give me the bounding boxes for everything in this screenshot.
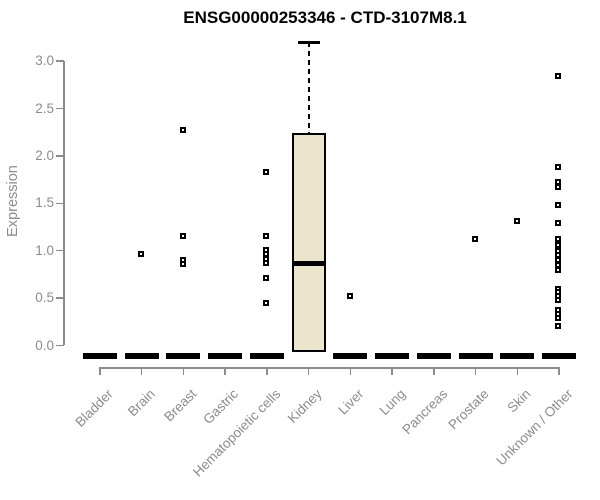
x-category-label: Pancreas	[399, 386, 451, 438]
collapsed-box	[208, 353, 243, 359]
outlier-point	[555, 220, 562, 227]
y-tick-mark	[56, 202, 64, 205]
outlier-point	[179, 232, 186, 239]
collapsed-box	[500, 353, 535, 359]
x-category-label: Bladder	[72, 386, 117, 430]
x-tick-mark	[474, 367, 477, 375]
box-median-line	[293, 260, 324, 266]
outlier-point	[179, 260, 186, 267]
x-category-label: Lung	[376, 386, 409, 419]
collapsed-box	[416, 353, 451, 359]
x-tick-mark	[266, 367, 268, 375]
collapsed-box	[333, 353, 368, 359]
outlier-point	[263, 169, 270, 176]
collapsed-box	[375, 353, 410, 359]
outlier-point	[346, 293, 353, 300]
x-tick-mark	[307, 367, 310, 375]
x-category-label: Gastric	[200, 386, 242, 428]
outlier-point	[555, 266, 562, 273]
x-tick-mark	[224, 367, 226, 375]
x-axis-line	[99, 367, 560, 369]
x-tick-mark	[349, 367, 352, 375]
collapsed-box	[249, 353, 284, 359]
outlier-point	[555, 73, 562, 80]
upper-whisker	[307, 42, 310, 134]
x-tick-mark	[182, 367, 185, 375]
x-tick-mark	[516, 367, 519, 375]
outlier-point	[472, 236, 479, 243]
y-tick-mark	[56, 249, 64, 252]
x-tick-mark	[558, 367, 560, 375]
y-tick-mark	[56, 107, 64, 110]
box-iqr	[291, 133, 326, 353]
collapsed-box	[124, 353, 159, 359]
outlier-point	[555, 236, 562, 243]
outlier-point	[555, 164, 562, 171]
x-tick-mark	[99, 367, 101, 375]
outlier-point	[263, 260, 270, 267]
outlier-point	[263, 232, 270, 239]
outlier-point	[555, 242, 562, 248]
x-category-label: Breast	[161, 386, 200, 425]
x-tick-mark	[140, 367, 143, 375]
x-category-label: Prostate	[445, 386, 492, 433]
y-tick-mark	[56, 297, 64, 299]
y-tick-label: 2.5	[35, 100, 54, 116]
chart-title: ENSG00000253346 - CTD-3107M8.1	[183, 8, 467, 27]
outlier-point	[555, 202, 562, 209]
outlier-point	[555, 322, 562, 329]
outlier-point	[555, 184, 562, 191]
x-tick-mark	[433, 367, 435, 375]
y-tick-mark	[56, 60, 64, 62]
y-tick-label: 1.5	[35, 195, 54, 211]
outlier-point	[555, 296, 562, 303]
outlier-point	[263, 299, 270, 306]
outlier-point	[179, 127, 186, 134]
x-category-label: Brain	[125, 386, 159, 420]
y-tick-label: 1.0	[35, 242, 54, 258]
collapsed-box	[458, 353, 493, 359]
outlier-point	[555, 315, 562, 321]
x-category-label: Skin	[504, 386, 534, 416]
x-tick-mark	[391, 367, 393, 375]
collapsed-box	[166, 353, 201, 359]
x-category-label: Kidney	[285, 386, 325, 426]
collapsed-box	[83, 353, 117, 359]
collapsed-box	[541, 353, 576, 359]
outlier-point	[513, 218, 520, 225]
y-tick-label: 2.0	[35, 147, 54, 163]
whisker-cap	[297, 40, 320, 44]
x-category-label: Unknown / Other	[493, 386, 576, 469]
y-tick-label: 0.0	[35, 337, 54, 353]
outlier-point	[263, 275, 270, 282]
y-tick-label: 3.0	[35, 53, 54, 69]
outlier-point	[138, 250, 145, 257]
x-category-label: Liver	[335, 386, 367, 418]
y-tick-mark	[56, 155, 64, 157]
y-tick-mark	[56, 344, 64, 347]
y-tick-label: 0.5	[35, 290, 54, 306]
